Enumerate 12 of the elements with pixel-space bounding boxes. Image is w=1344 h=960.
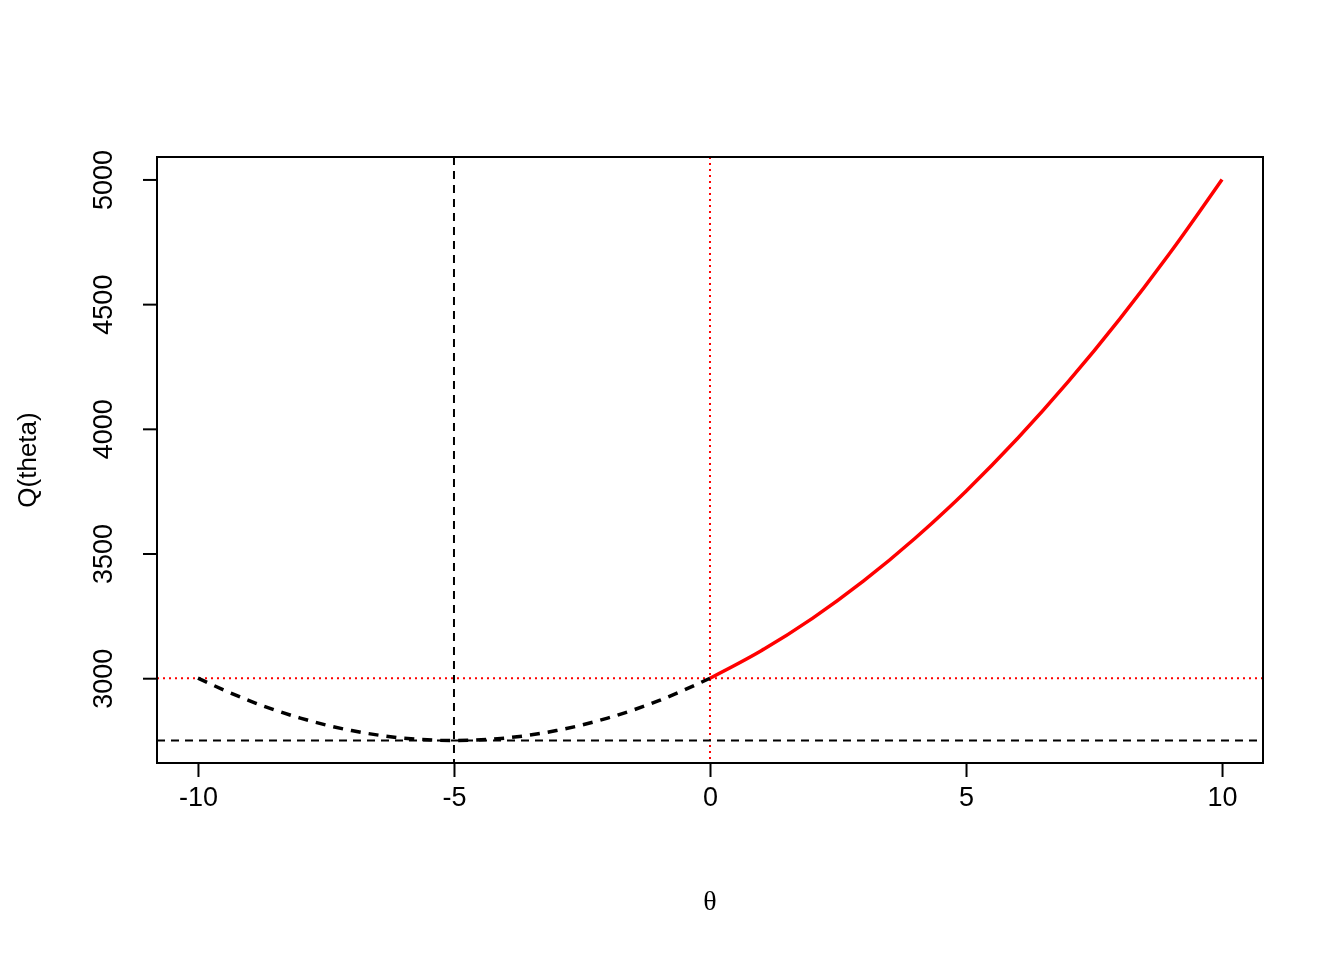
x-axis-title: θ bbox=[703, 885, 717, 916]
y-tick-label: 3500 bbox=[88, 523, 118, 585]
x-tick-label: -5 bbox=[442, 782, 467, 813]
x-tick-label: -10 bbox=[178, 782, 218, 813]
y-axis-title: Q(theta) bbox=[12, 412, 42, 508]
x-tick-label: 5 bbox=[959, 782, 975, 813]
y-tick-label: 3000 bbox=[88, 648, 118, 709]
x-tick-label: 10 bbox=[1207, 782, 1238, 813]
y-tick-label: 4000 bbox=[88, 399, 118, 460]
y-tick-label: 5000 bbox=[88, 149, 118, 210]
y-tick-label: 4500 bbox=[88, 274, 118, 335]
x-tick-label: 0 bbox=[702, 782, 719, 813]
